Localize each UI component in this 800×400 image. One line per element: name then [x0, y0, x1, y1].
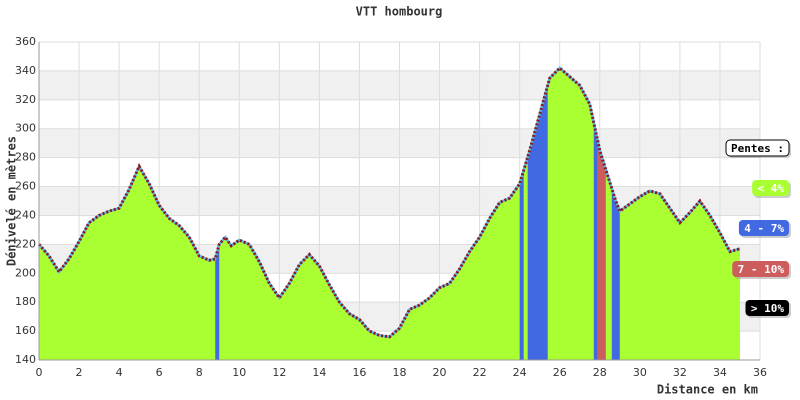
x-tick-label: 24	[513, 366, 527, 379]
elevation-markers	[37, 65, 741, 339]
legend-item-box	[752, 180, 789, 196]
y-tick-label: 300	[15, 122, 36, 135]
y-tick-label: 180	[15, 295, 36, 308]
legend-item-label: 7 - 10%	[738, 263, 785, 276]
x-tick-label: 12	[272, 366, 286, 379]
slope-band	[597, 68, 606, 360]
y-tick-label: 360	[15, 35, 36, 48]
legend-item-label: > 10%	[751, 302, 784, 315]
slope-band	[519, 68, 524, 360]
x-tick-label: 16	[352, 366, 366, 379]
chart-title: VTT hombourg	[356, 5, 443, 19]
legend-item-box	[732, 261, 789, 277]
y-tick-label: 260	[15, 180, 36, 193]
y-tick-label: 340	[15, 64, 36, 77]
legend-title-label: Pentes :	[731, 142, 784, 155]
y-tick-label: 140	[15, 353, 36, 366]
x-tick-label: 18	[393, 366, 407, 379]
x-tick-label: 28	[593, 366, 607, 379]
x-tick-label: 26	[553, 366, 567, 379]
x-tick-label: 14	[312, 366, 326, 379]
x-tick-label: 32	[673, 366, 687, 379]
legend-item: < 4%	[752, 180, 791, 198]
x-tick-label: 34	[713, 366, 727, 379]
y-tick-label: 220	[15, 237, 36, 250]
y-tick-label: 160	[15, 324, 36, 337]
x-tick-label: 6	[156, 366, 163, 379]
legend-item-box	[745, 300, 789, 316]
legend-item: 4 - 7%	[738, 220, 791, 238]
legend-item-label: < 4%	[758, 182, 785, 195]
x-tick-label: 36	[753, 366, 767, 379]
x-tick-label: 22	[473, 366, 487, 379]
x-tick-label: 0	[36, 366, 43, 379]
slope-band	[611, 68, 620, 360]
x-tick-label: 20	[433, 366, 447, 379]
area-fill	[39, 68, 740, 360]
y-tick-label: 320	[15, 93, 36, 106]
legend-item-box	[738, 220, 789, 236]
x-axis-title: Distance en km	[657, 383, 758, 397]
y-axis-title: Dénivelé en mètres	[5, 136, 19, 266]
y-tick-label: 280	[15, 151, 36, 164]
slope-band	[593, 68, 598, 360]
legend-item-label: 4 - 7%	[744, 222, 784, 235]
x-tick-label: 8	[196, 366, 203, 379]
legend-title: Pentes :	[725, 139, 791, 158]
x-tick-label: 30	[633, 366, 647, 379]
legend-title-box	[725, 139, 790, 157]
y-tick-label: 240	[15, 208, 36, 221]
legend-item: > 10%	[745, 300, 791, 318]
legend-item: 7 - 10%	[732, 261, 791, 279]
y-tick-label: 200	[15, 266, 36, 279]
x-tick-label: 4	[116, 366, 123, 379]
x-tick-label: 10	[232, 366, 246, 379]
x-tick-label: 2	[76, 366, 83, 379]
